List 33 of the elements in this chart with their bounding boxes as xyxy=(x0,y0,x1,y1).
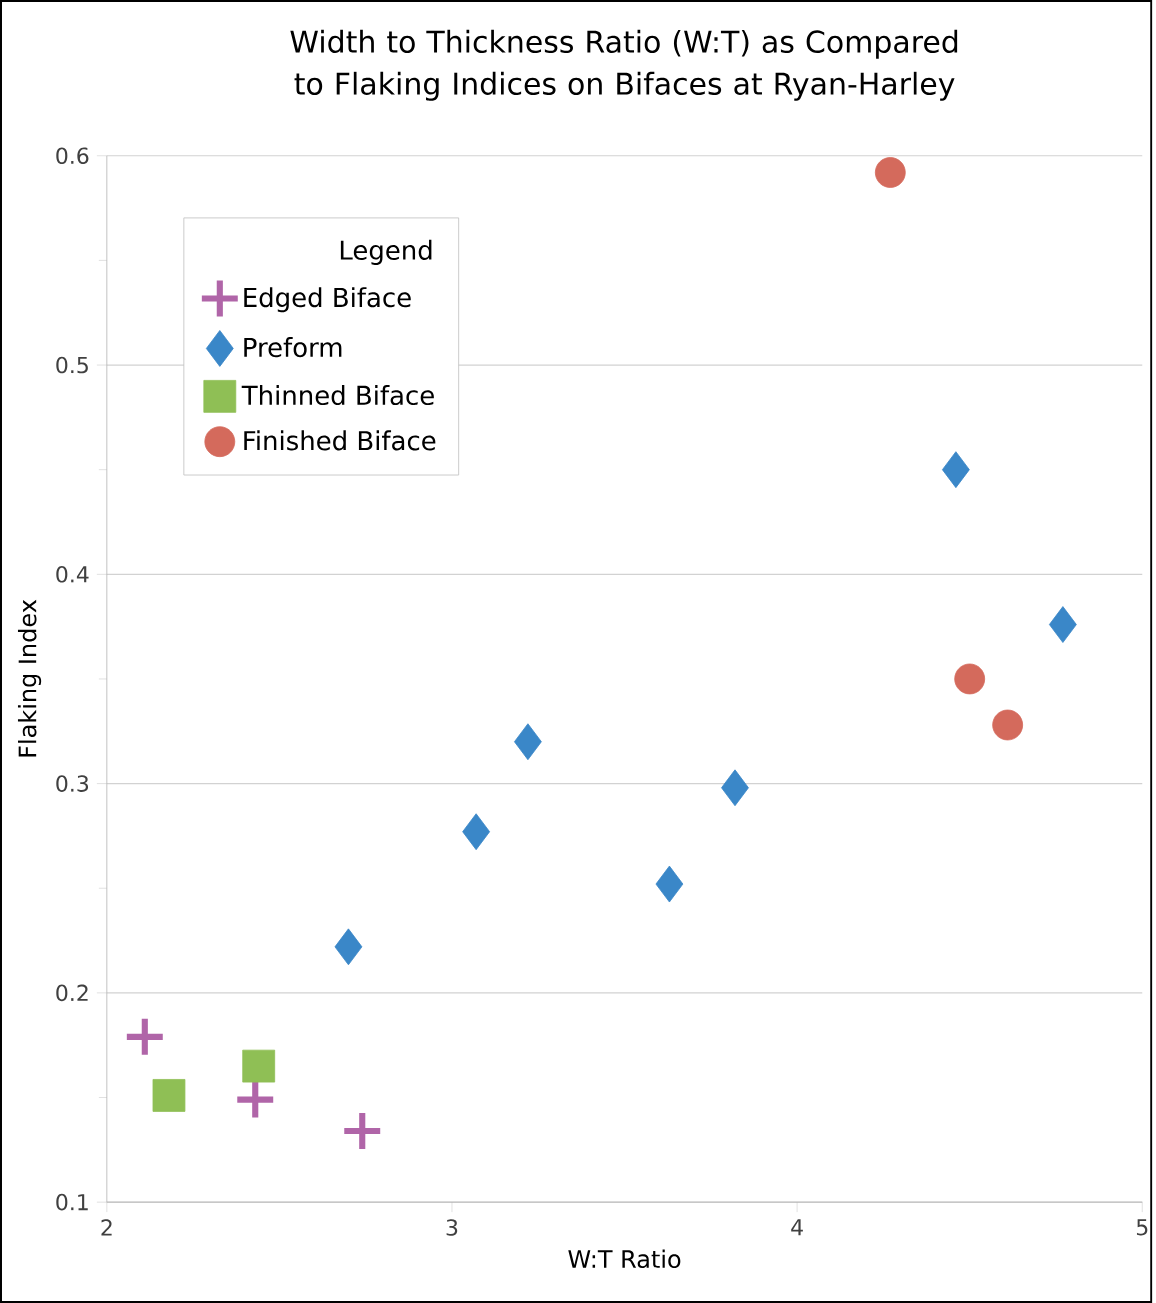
y-tick-label: 0.2 xyxy=(56,984,88,1002)
point xyxy=(992,709,1024,741)
point xyxy=(721,769,749,807)
y-tick-label: 0.1 xyxy=(56,1193,88,1211)
point xyxy=(126,1018,163,1055)
legend-label: Preform xyxy=(244,337,342,358)
point xyxy=(1049,606,1077,643)
x-axis-title: W:T Ratio xyxy=(568,1249,681,1269)
point xyxy=(655,865,684,903)
point xyxy=(942,451,970,489)
point xyxy=(344,1113,381,1149)
y-tick-label: 0.5 xyxy=(56,356,88,374)
x-tick-label: 4 xyxy=(791,1219,803,1236)
point xyxy=(152,1079,186,1112)
point xyxy=(514,723,542,761)
point xyxy=(334,928,363,966)
legend-label: Edged Biface xyxy=(244,287,411,313)
legend-label: Finished Biface xyxy=(244,430,436,451)
x-tick-label: 5 xyxy=(1137,1219,1148,1236)
point xyxy=(237,1081,274,1118)
x-tick-label: 2 xyxy=(101,1219,112,1236)
legend-label: Thinned Biface xyxy=(241,385,434,406)
y-axis-title: Flaking Index xyxy=(18,599,42,757)
legend-title: Legend xyxy=(340,239,432,265)
chart-title: Width to Thickness Ratio (W:T) as Compared to Flaking Indices on Bifaces at Ryan-Harley xyxy=(290,29,958,101)
point xyxy=(874,157,906,188)
point xyxy=(954,663,986,695)
y-tick-label: 0.3 xyxy=(56,775,89,792)
x-tick-label: 3 xyxy=(446,1219,458,1236)
point xyxy=(462,813,491,851)
y-tick-label: 0.6 xyxy=(56,147,89,165)
point xyxy=(242,1049,276,1083)
y-tick-label: 0.4 xyxy=(56,566,89,583)
